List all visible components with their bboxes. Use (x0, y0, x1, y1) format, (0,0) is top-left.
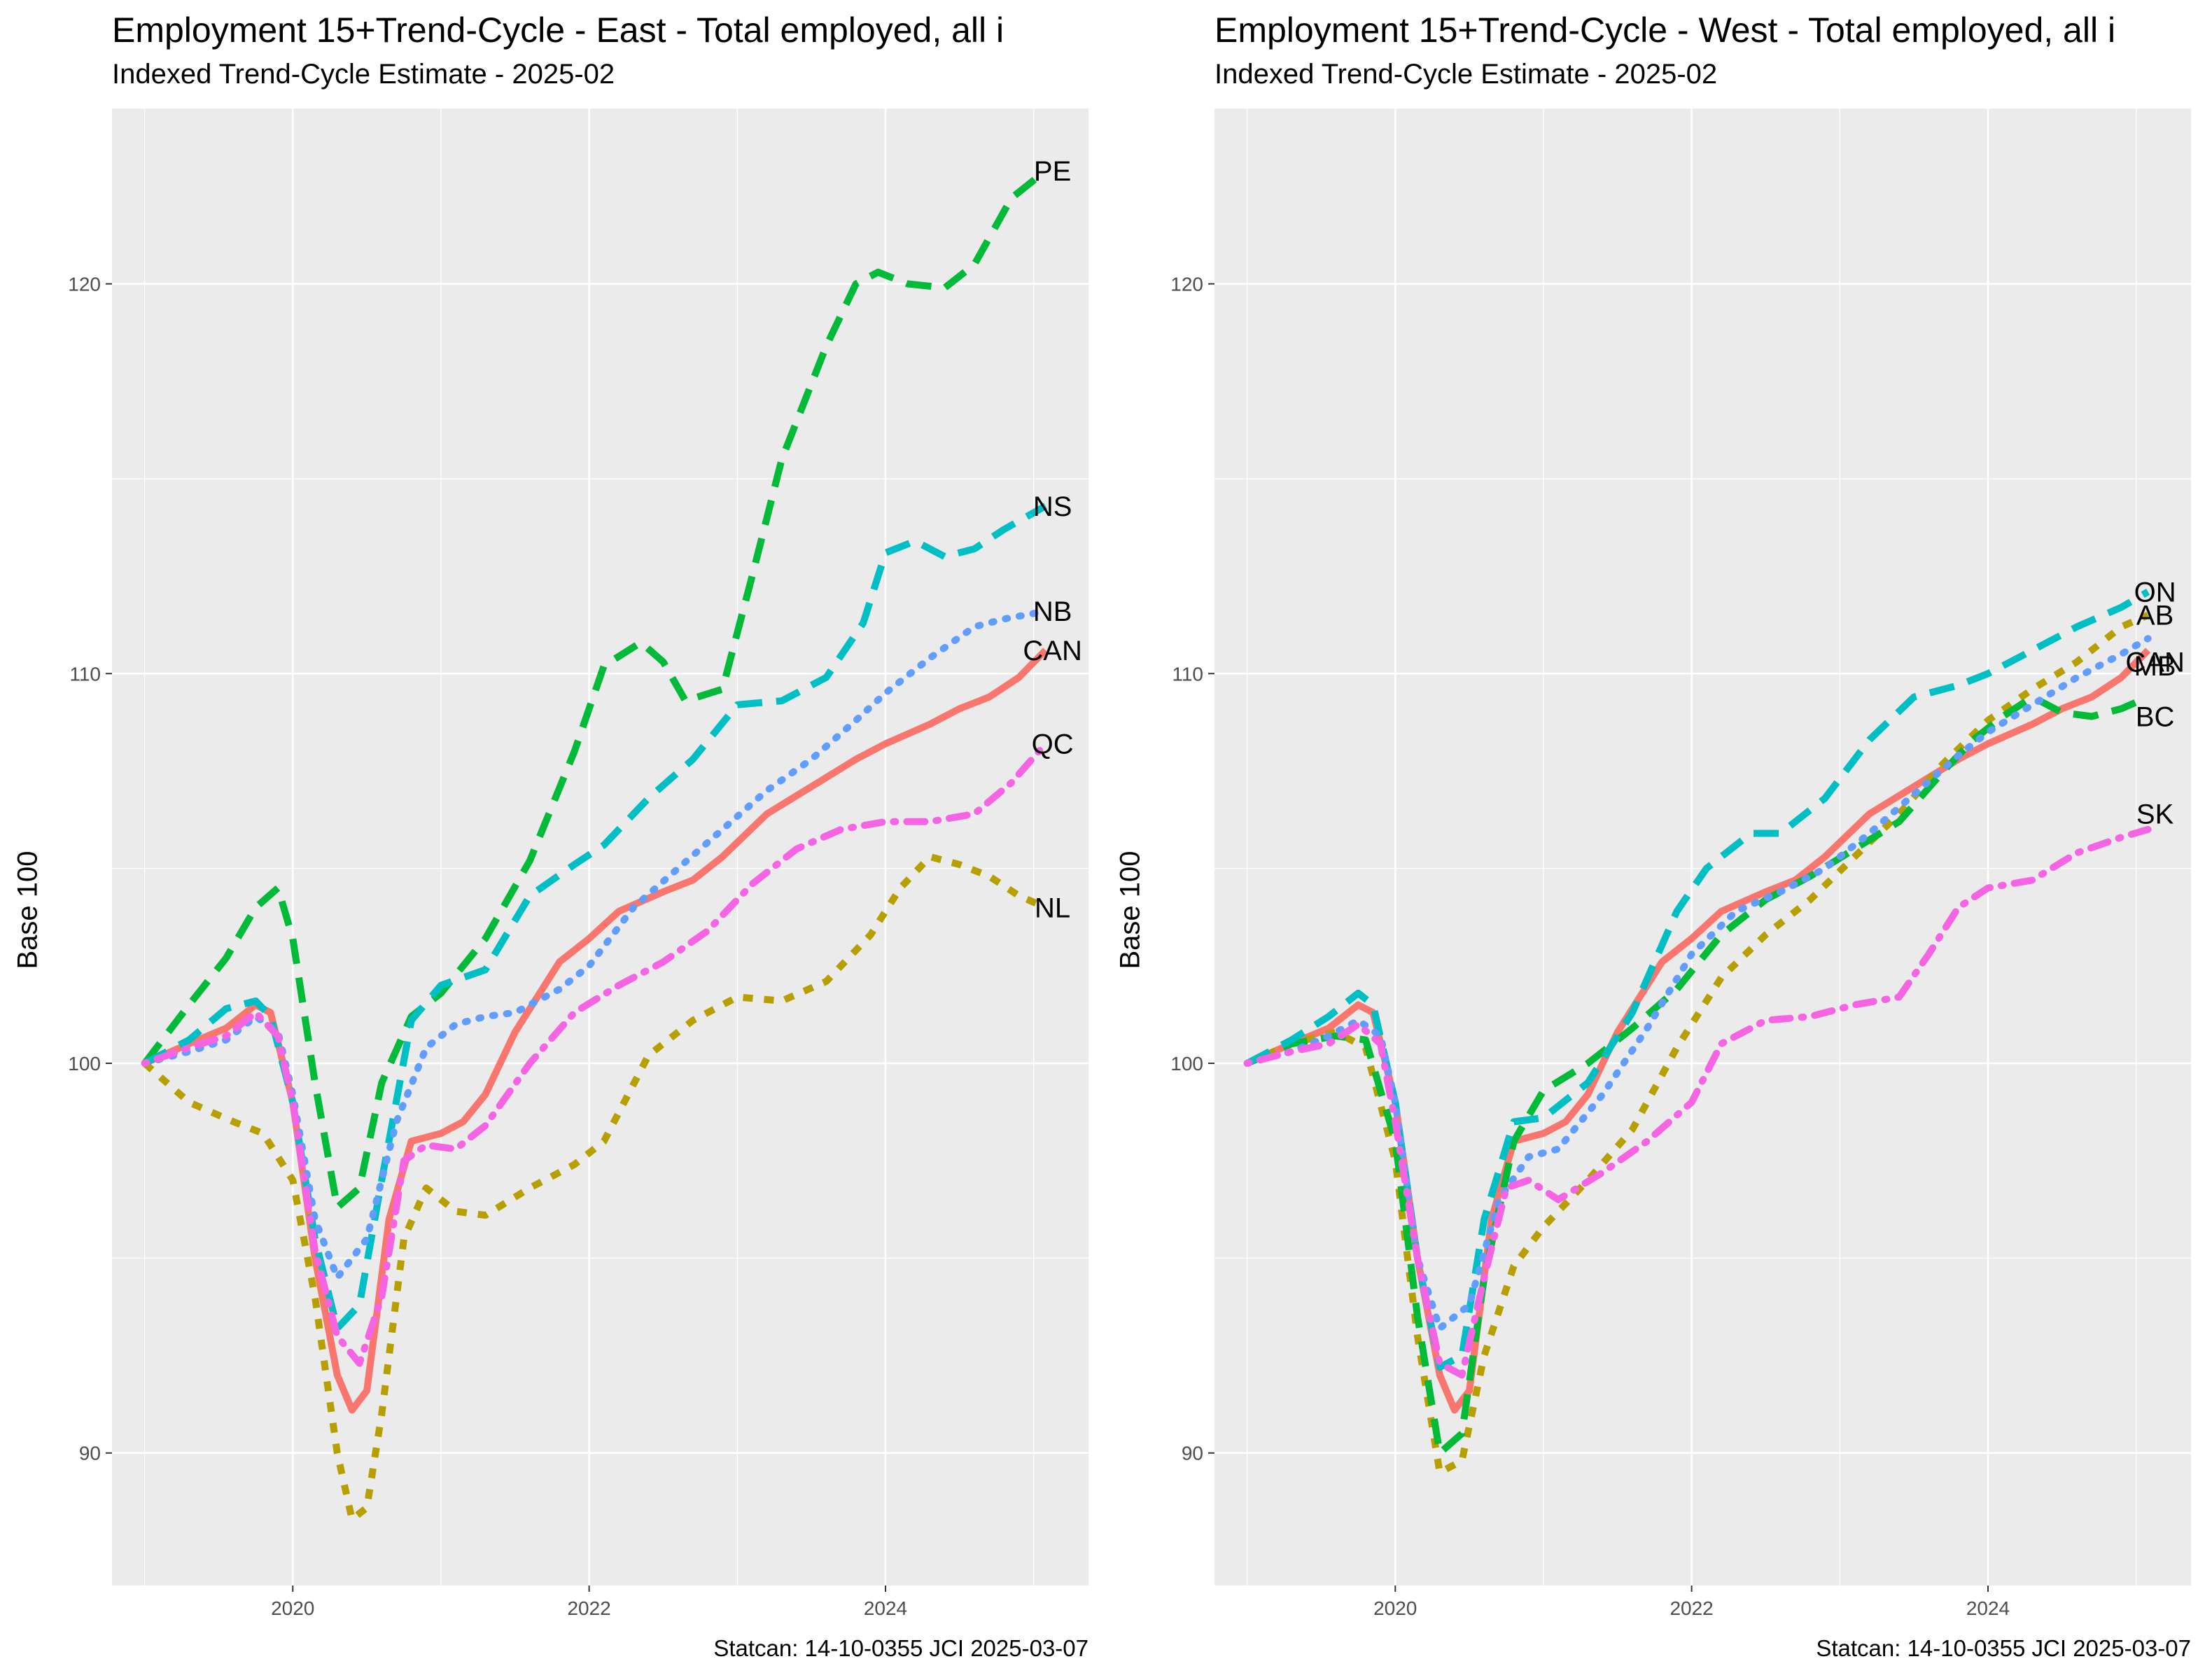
plot-background (1214, 108, 2191, 1586)
series-line-on (1245, 588, 2150, 1371)
series-end-label: AB (2136, 601, 2174, 631)
x-tick-label: 2024 (1966, 1597, 2010, 1619)
y-tick-label: 110 (1172, 663, 1203, 685)
series-line-nl (142, 853, 1047, 1523)
series-end-label: NL (1035, 892, 1070, 923)
chart-caption: Statcan: 14-10-0355 JCI 2025-03-07 (1816, 1635, 2191, 1661)
y-tick-label: 100 (68, 1053, 101, 1074)
chart-caption: Statcan: 14-10-0355 JCI 2025-03-07 (713, 1635, 1088, 1661)
x-tick-label: 2020 (1373, 1597, 1417, 1619)
y-tick-label: 120 (1170, 274, 1203, 295)
series-line-sk (1243, 825, 2152, 1379)
y-tick-label: 90 (79, 1443, 101, 1464)
series-end-label: NB (1033, 596, 1072, 627)
series-line-qc (141, 740, 1049, 1367)
series-end-label: QC (1032, 729, 1074, 760)
y-tick-label: 110 (69, 663, 101, 685)
x-tick-label: 2022 (1670, 1597, 1713, 1619)
chart-subtitle: Indexed Trend-Cycle Estimate - 2025-02 (112, 59, 615, 90)
series-end-label: CAN (1023, 636, 1082, 666)
series-end-label: BC (2136, 701, 2175, 732)
chart-subtitle: Indexed Trend-Cycle Estimate - 2025-02 (1214, 59, 1718, 90)
plot-area-east: 90 100 110 120 2020 2022 2024 CAN NL PE NS NB QC (68, 108, 1088, 1619)
plot-area-west: 90 100 110 120 2020 2022 2024 CAN AB BC ON MB SK (1170, 108, 2191, 1619)
y-tick-label: 90 (1182, 1443, 1203, 1464)
series-end-label: NS (1033, 491, 1072, 522)
chart-panel-west: Employment 15+Trend-Cycle - West - Total… (1102, 0, 2205, 1680)
series-end-label: MB (2134, 651, 2176, 682)
chart-title: Employment 15+Trend-Cycle - East - Total… (112, 10, 1004, 50)
x-tick-label: 2022 (567, 1597, 610, 1619)
chart-panel-east: Employment 15+Trend-Cycle - East - Total… (0, 0, 1102, 1680)
chart-title: Employment 15+Trend-Cycle - West - Total… (1214, 10, 2116, 50)
x-tick-label: 2024 (864, 1597, 907, 1619)
series-end-label: ON (2134, 577, 2176, 608)
series-end-label: SK (2136, 799, 2174, 830)
y-tick-label: 120 (68, 274, 101, 295)
series-line-ab (1245, 612, 2150, 1476)
y-tick-label: 100 (1170, 1053, 1203, 1074)
series-line-bc (1245, 693, 2150, 1457)
x-tick-label: 2020 (271, 1597, 314, 1619)
series-line-pe (141, 168, 1048, 1211)
series-line-ns (143, 503, 1048, 1332)
plot-background (112, 108, 1088, 1586)
series-end-label: PE (1034, 156, 1071, 187)
series-end-label: CAN (2125, 648, 2184, 678)
